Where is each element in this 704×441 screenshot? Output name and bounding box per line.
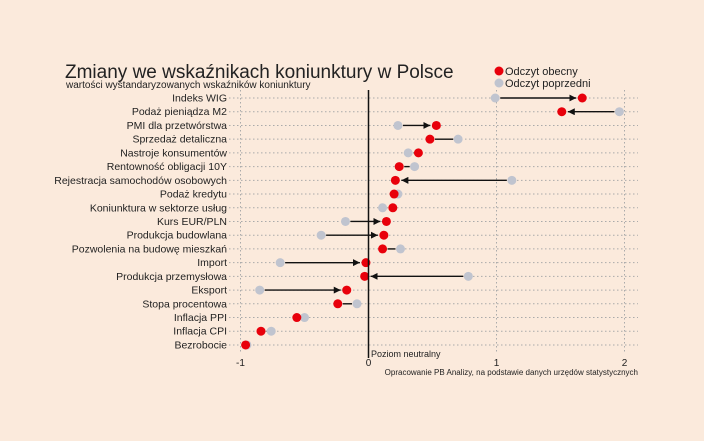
row-label: Rejestracja samochodów osobowych	[54, 175, 227, 187]
legend: Odczyt obecny Odczyt poprzedni	[494, 66, 591, 90]
x-tick-label: 1	[494, 358, 500, 369]
previous-value-dot	[410, 162, 420, 172]
legend-current-label: Odczyt obecny	[505, 66, 578, 78]
row-label: Rentowność obligacji 10Y	[107, 161, 227, 173]
row-label: Bezrobocie	[174, 339, 227, 351]
row-label: Indeks WIG	[172, 93, 227, 105]
row-label: Pozwolenia na budowę mieszkań	[72, 243, 227, 255]
current-value-dot	[378, 244, 388, 254]
previous-value-dot	[463, 271, 473, 281]
current-value-dot	[342, 285, 352, 295]
previous-value-dot	[393, 120, 403, 130]
current-value-dot	[379, 230, 389, 240]
previous-value-dot	[453, 134, 463, 144]
previous-value-dot	[490, 93, 500, 103]
previous-value-dot	[340, 216, 350, 226]
previous-value-dot	[352, 299, 362, 309]
previous-value-dot	[403, 148, 413, 158]
chart-title: Zmiany we wskaźnikach koniunktury w Pols…	[65, 62, 454, 83]
previous-value-dot	[266, 326, 276, 336]
previous-value-dot	[507, 175, 517, 185]
current-value-dot	[241, 340, 251, 350]
current-value-dot	[333, 299, 343, 309]
previous-value-dot	[316, 230, 326, 240]
current-value-dot	[256, 326, 266, 336]
current-value-dot	[431, 120, 441, 130]
current-value-dot	[577, 93, 587, 103]
current-value-dot	[425, 134, 435, 144]
legend-previous-label: Odczyt poprzedni	[505, 78, 591, 90]
source-note: Opracowanie PB Analizy, na podstawie dan…	[385, 368, 638, 377]
previous-value-dot	[396, 244, 405, 254]
x-axis: -1 0 1 2	[236, 90, 628, 369]
current-value-dot	[413, 148, 423, 158]
current-value-dot	[394, 162, 404, 172]
previous-value-dot	[300, 313, 309, 323]
chart-subtitle: wartości wystandaryzowanych wskaźników k…	[65, 80, 311, 91]
row-label: Produkcja przemysłowa	[116, 271, 227, 283]
row-label: Stopa procentowa	[142, 298, 227, 310]
current-value-dot	[381, 216, 391, 226]
current-value-dot	[389, 189, 399, 199]
row-label: Inflacja CPI	[173, 326, 227, 338]
row-label: Produkcja budowlana	[127, 230, 228, 242]
current-value-dot	[388, 203, 398, 213]
row-label: Podaż kredytu	[160, 189, 227, 201]
previous-value-dot	[378, 203, 388, 213]
current-value-dot	[390, 175, 400, 185]
zero-line-label: Poziom neutralny	[371, 349, 441, 359]
legend-current-marker	[494, 66, 504, 76]
previous-value-dot	[275, 258, 285, 268]
row-label: Eksport	[191, 285, 227, 297]
row-label: Nastroje konsumentów	[120, 147, 227, 159]
current-value-dot	[557, 107, 567, 117]
x-tick-label: 0	[366, 358, 372, 369]
row-label: Import	[197, 257, 227, 269]
legend-previous-marker	[494, 78, 504, 88]
current-value-dot	[360, 271, 370, 281]
previous-value-dot	[255, 285, 265, 295]
row-label: Koniunktura w sektorze usług	[90, 202, 227, 214]
current-value-dot	[292, 313, 302, 323]
x-tick-label: 2	[622, 358, 628, 369]
row-label: Sprzedaż detaliczna	[132, 134, 227, 146]
previous-value-dot	[614, 107, 624, 117]
row-label: Kurs EUR/PLN	[157, 216, 227, 228]
row-label: Podaż pieniądza M2	[132, 106, 227, 118]
x-tick-label: -1	[236, 358, 245, 369]
row-label: Inflacja PPI	[174, 312, 227, 324]
grid	[229, 90, 638, 353]
row-label: PMI dla przetwórstwa	[127, 120, 228, 132]
